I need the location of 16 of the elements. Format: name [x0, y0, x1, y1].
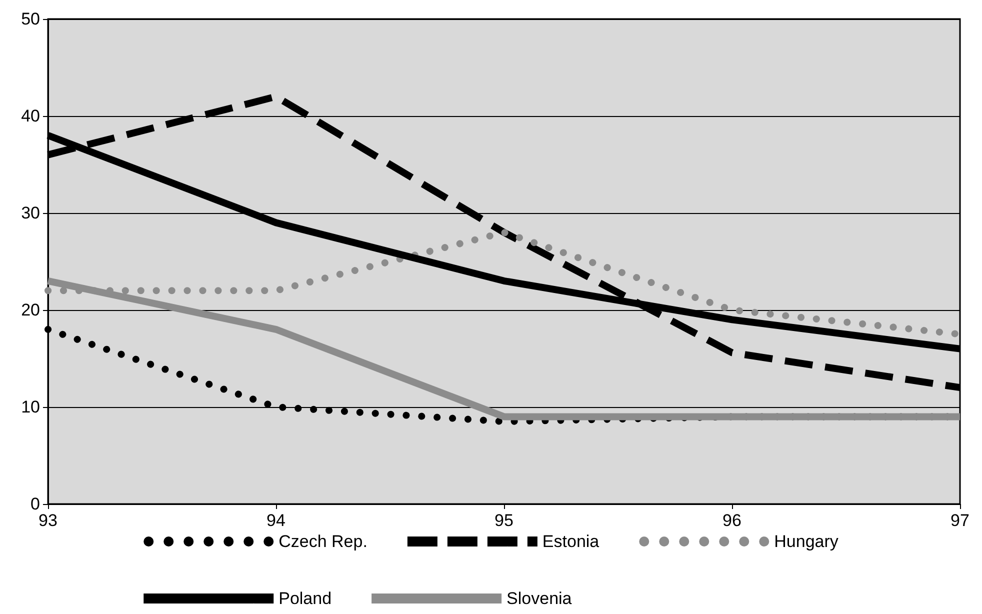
legend-label: Czech Rep. — [278, 532, 368, 551]
x-tick-label: 95 — [494, 511, 514, 530]
y-tick-label: 20 — [21, 300, 40, 320]
legend-label: Estonia — [542, 532, 600, 551]
y-tick-label: 50 — [21, 10, 40, 28]
y-tick-label: 30 — [21, 204, 40, 222]
x-tick-label: 96 — [722, 511, 742, 530]
x-tick-label: 94 — [266, 511, 286, 530]
legend-label: Poland — [278, 589, 332, 608]
y-tick-label: 40 — [21, 106, 40, 126]
legend-label: Slovenia — [506, 589, 572, 608]
y-tick-label: 0 — [30, 494, 40, 514]
legend-label: Hungary — [774, 532, 839, 551]
x-tick-label: 93 — [38, 511, 58, 530]
y-tick-label: 10 — [21, 398, 40, 416]
x-tick-label: 97 — [950, 511, 970, 530]
